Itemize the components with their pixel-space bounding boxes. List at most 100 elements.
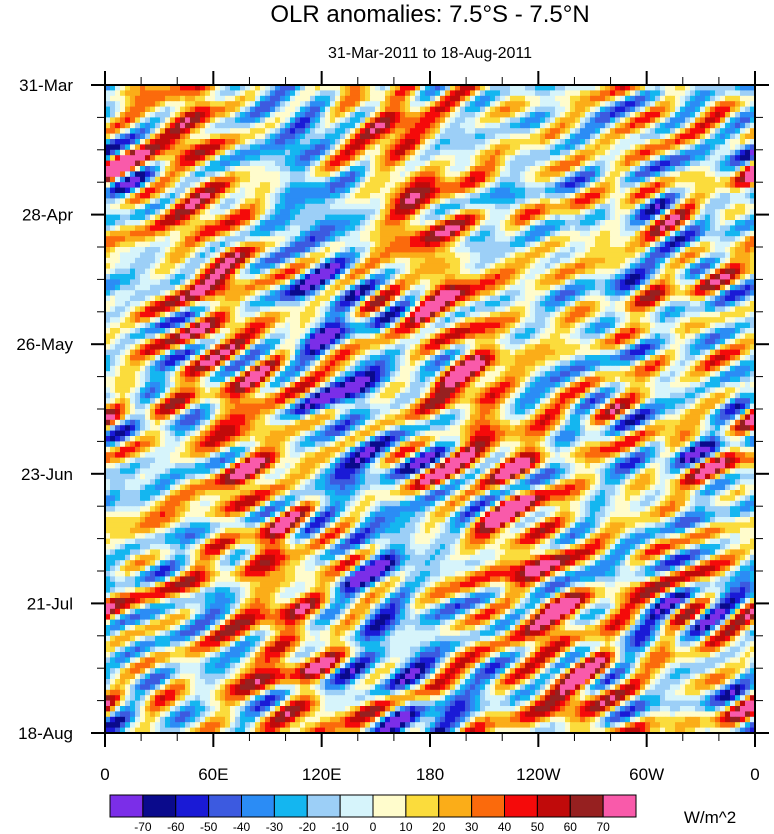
heatmap-cell [185,144,191,151]
heatmap-cell [285,209,291,215]
heatmap-cell [530,225,536,232]
heatmap-cell [385,85,391,91]
heatmap-cell [575,155,581,161]
heatmap-cell [340,122,346,129]
heatmap-cell [165,122,171,129]
heatmap-cell [150,225,156,232]
heatmap-cell [410,236,416,242]
heatmap-cell [585,85,591,91]
heatmap-cell [605,95,611,102]
heatmap-cell [540,214,546,221]
heatmap-cell [400,257,406,264]
heatmap-cell [170,279,176,286]
heatmap-cell [530,220,536,226]
heatmap-cell [610,133,616,140]
heatmap-cell [350,85,356,91]
heatmap-cell [250,176,256,183]
heatmap-cell [575,241,581,248]
heatmap-cell [390,90,396,97]
heatmap-cell [660,106,666,113]
heatmap-cell [455,122,461,129]
heatmap-cell [430,144,436,151]
heatmap-cell [405,279,411,286]
heatmap-cell [185,117,191,124]
heatmap-cell [570,128,576,134]
heatmap-cell [480,274,486,280]
heatmap-cell [165,155,171,161]
heatmap-cell [630,236,636,242]
heatmap-cell [370,112,376,118]
heatmap-cell [520,90,526,97]
heatmap-cell [675,171,681,178]
heatmap-cell [235,171,241,178]
heatmap-cell [470,193,476,199]
heatmap-cell [610,128,616,134]
heatmap-cell [220,128,226,134]
heatmap-cell [750,284,755,291]
heatmap-cell [155,236,161,242]
heatmap-cell [665,101,671,107]
heatmap-cell [615,171,621,178]
heatmap-cell [725,241,731,248]
heatmap-cell [640,284,646,291]
heatmap-cell [565,112,571,118]
heatmap-cell [535,122,541,129]
heatmap-cell [315,122,321,129]
heatmap-cell [405,133,411,140]
heatmap-cell [685,117,691,124]
heatmap-cell [120,182,126,188]
heatmap-cell [395,106,401,113]
heatmap-cell [365,274,371,280]
heatmap-cell [405,284,411,291]
heatmap-cell [155,187,161,194]
heatmap-cell [570,274,576,280]
heatmap-cell [335,230,341,237]
heatmap-cell [255,187,261,194]
heatmap-cell [610,171,616,178]
heatmap-cell [645,155,651,161]
heatmap-cell [235,85,241,91]
heatmap-cell [475,117,481,124]
heatmap-cell [660,112,666,118]
heatmap-cell [445,198,451,205]
heatmap-cell [685,241,691,248]
heatmap-cell [210,187,216,194]
heatmap-cell [210,155,216,161]
heatmap-cell [300,187,306,194]
heatmap-cell [250,122,256,129]
heatmap-cell [580,160,586,167]
heatmap-cell [125,236,131,242]
heatmap-cell [430,90,436,97]
heatmap-cell [415,214,421,221]
heatmap-cell [210,182,216,188]
heatmap-cell [510,112,516,118]
heatmap-cell [475,225,481,232]
heatmap-cell [565,106,571,113]
heatmap-cell [610,284,616,291]
heatmap-cell [205,193,211,199]
heatmap-cell [660,166,666,172]
heatmap-cell [530,133,536,140]
heatmap-cell [580,220,586,226]
heatmap-cell [120,160,126,167]
heatmap-cell [440,203,446,210]
heatmap-cell [555,230,561,237]
heatmap-cell [530,203,536,210]
heatmap-cell [560,149,566,156]
heatmap-cell [180,139,186,145]
heatmap-cell [170,263,176,269]
heatmap-cell [480,166,486,172]
heatmap-cell [110,230,116,237]
heatmap-cell [715,230,721,237]
heatmap-cell [425,176,431,183]
heatmap-cell [170,198,176,205]
heatmap-cell [660,144,666,151]
heatmap-cell [195,268,201,275]
heatmap-cell [715,139,721,145]
heatmap-cell [255,101,261,107]
heatmap-cell [480,247,486,253]
heatmap-cell [565,160,571,167]
heatmap-cell [265,247,271,253]
heatmap-cell [135,279,141,286]
heatmap-cell [380,166,386,172]
